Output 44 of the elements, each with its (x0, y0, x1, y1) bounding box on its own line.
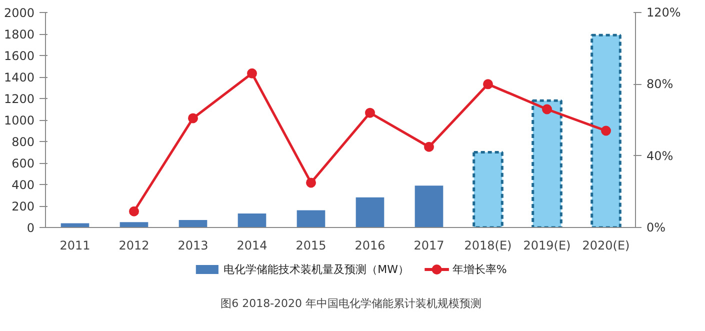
y-tick-label: 1200 (4, 92, 35, 106)
point (247, 68, 257, 78)
y2-tick-label: 120% (646, 6, 681, 20)
x-tick-label: 2011 (60, 238, 90, 252)
point (542, 104, 552, 114)
y-tick-label: 1800 (4, 28, 35, 42)
bar (120, 222, 148, 228)
y2-tick-label: 80% (646, 77, 674, 92)
text: 图6 2018-2020 年中国电化学储能累计装机规模预测 (220, 297, 482, 310)
bar (296, 210, 326, 228)
x-tick-label: 2014 (236, 238, 268, 252)
x-tick-label: 2018(E) (464, 238, 512, 252)
x-tick-label: 2016 (354, 238, 386, 252)
y2-tick-label: 40% (646, 148, 674, 163)
point (483, 79, 493, 90)
point (129, 206, 139, 216)
y-tick-label: 1400 (4, 70, 35, 84)
point (601, 126, 611, 136)
y-tick-label: 400 (12, 178, 34, 192)
y-tick-label: 1000 (4, 114, 35, 128)
y-tick-label: 1600 (4, 49, 35, 63)
y-tick-label: 600 (12, 156, 34, 170)
x-tick-label: 2020(E) (582, 238, 630, 252)
bar (178, 220, 208, 228)
point (365, 108, 375, 118)
point (424, 142, 434, 152)
y-tick-label: 200 (12, 200, 34, 214)
point (188, 113, 198, 124)
x-tick-label: 2012 (118, 238, 150, 252)
y2-tick-label: 0% (646, 220, 666, 234)
x-tick-label: 2015 (296, 238, 326, 252)
bar (60, 223, 90, 228)
legend-label: 电化学储能技术装机量及预测（MW） (224, 263, 410, 276)
y-tick-label: 0 (26, 221, 35, 235)
y-tick-label: 2000 (4, 6, 35, 20)
bar (414, 186, 444, 228)
legend-label: 年增长率% (452, 263, 507, 276)
bar (238, 214, 266, 228)
bar (356, 197, 384, 228)
x-tick-label: 2013 (178, 238, 208, 252)
x-tick-label: 2019(E) (523, 238, 571, 252)
y-tick-label: 800 (12, 135, 34, 149)
x-tick-label: 2017 (414, 238, 444, 252)
point (306, 178, 316, 188)
